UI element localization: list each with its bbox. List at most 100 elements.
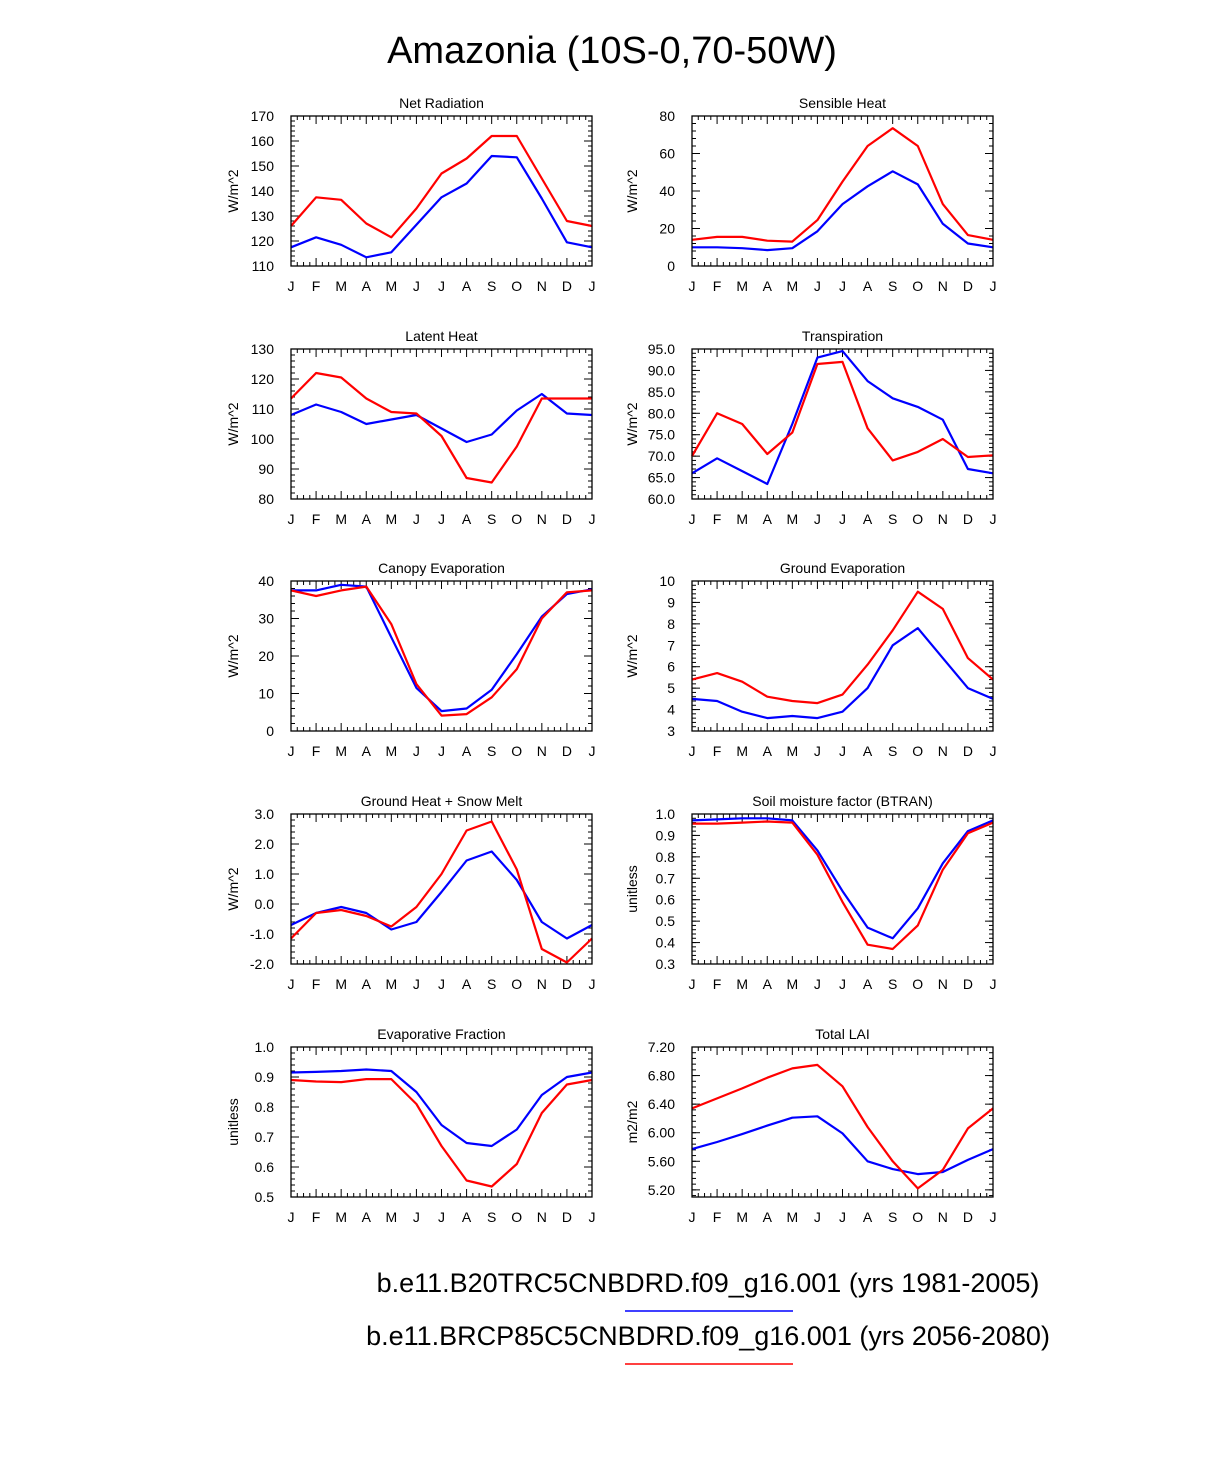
x-tick-label: M [335,1209,347,1225]
x-tick-label: O [511,743,522,759]
x-tick-label: A [462,743,472,759]
x-tick-label: D [963,743,973,759]
x-tick-label: F [312,278,321,294]
y-tick-label: 0.6 [255,1159,275,1175]
x-tick-label: F [713,743,722,759]
x-tick-label: O [912,278,923,294]
x-tick-label: M [385,511,397,527]
series-line-2056-2080 [290,820,593,964]
x-tick-label: S [487,278,496,294]
y-tick-label: 7 [667,637,675,653]
x-tick-label: M [786,1209,798,1225]
series-line-2056-2080 [691,127,994,243]
x-tick-label: J [839,743,846,759]
x-tick-label: N [938,743,948,759]
x-tick-label: M [736,1209,748,1225]
panel-title: Total LAI [815,1026,869,1042]
x-tick-label: F [312,976,321,992]
x-tick-label: A [863,976,873,992]
panel-ground-heat-snow-melt: J F M A M J J A S O N D J-2.0-1.00.01.02.03.0Ground … [225,793,596,992]
y-axis-label: unitless [624,865,640,912]
x-tick-label: O [511,1209,522,1225]
y-tick-label: 0.7 [656,870,676,886]
x-tick-label: D [963,278,973,294]
plot-frame [290,115,593,267]
x-tick-label: D [963,976,973,992]
x-tick-label: A [362,743,372,759]
series-line-2056-2080 [691,590,994,705]
x-tick-label: M [786,511,798,527]
series-line-2056-2080 [290,1077,593,1188]
plot-frame [691,348,994,500]
x-tick-label: J [689,1209,696,1225]
x-tick-label: D [562,511,572,527]
y-tick-label: 120 [251,233,275,249]
y-tick-label: 20 [659,221,675,237]
y-tick-label: 5.20 [648,1182,675,1198]
series-line-1981-2005 [291,583,593,713]
y-tick-label: 5 [667,680,675,696]
y-tick-label: 65.0 [648,470,675,486]
panel-title: Ground Evaporation [780,560,905,576]
series-line-2056-2080 [691,360,994,462]
series-line-1981-2005 [691,1115,994,1176]
y-tick-label: 40 [659,183,675,199]
y-tick-label: 0.8 [656,849,676,865]
x-tick-label: O [912,511,923,527]
y-tick-label: 6.00 [648,1125,675,1141]
x-tick-label: J [990,511,997,527]
x-tick-label: J [990,1209,997,1225]
series-line-1981-2005 [691,350,994,486]
series-line-1981-2005 [691,626,994,720]
x-tick-label: J [689,976,696,992]
y-tick-label: 120 [251,371,275,387]
y-axis-label: W/m^2 [624,634,640,677]
x-tick-label: O [912,1209,923,1225]
panel-total-lai: J F M A M J J A S O N D J5.205.606.006.406.807.20Tot… [624,1026,997,1225]
x-tick-label: O [912,743,923,759]
series-line-1981-2005 [290,1068,593,1148]
y-tick-label: 0.9 [656,827,676,843]
x-tick-label: N [537,1209,547,1225]
y-tick-label: 110 [252,258,275,274]
panel-transpiration: J F M A M J J A S O N D J60.065.070.075.080.085.090.… [624,328,997,527]
series-line-2056-2080 [290,371,592,484]
y-tick-label: 10 [258,686,274,702]
x-tick-label: J [438,743,445,759]
y-tick-label: 75.0 [648,427,675,443]
x-tick-label: N [938,278,948,294]
x-tick-label: J [689,278,696,294]
x-tick-label: M [385,976,397,992]
x-tick-label: M [736,278,748,294]
legend-label-future: b.e11.BRCP85C5CNBDRD.f09_g16.001 (yrs 20… [366,1321,1050,1351]
y-axis-label: m2/m2 [624,1100,640,1143]
y-tick-label: 3.0 [255,806,275,822]
panel-title: Soil moisture factor (BTRAN) [752,793,932,809]
y-tick-label: 10 [659,573,675,589]
x-tick-label: M [736,511,748,527]
x-tick-label: S [888,743,897,759]
y-tick-label: 85.0 [648,384,675,400]
y-tick-label: 140 [251,183,275,199]
plot-frame [290,580,593,732]
x-tick-label: F [713,1209,722,1225]
plot-frame [691,115,994,267]
x-tick-label: A [863,511,873,527]
y-tick-label: 1.0 [255,1039,275,1055]
y-axis-label: W/m^2 [624,169,640,212]
plot-frame [691,1046,994,1198]
x-tick-label: J [288,976,295,992]
y-tick-label: 80 [258,491,274,507]
x-tick-label: J [589,278,596,294]
y-tick-label: 0 [667,258,675,274]
x-tick-label: O [511,278,522,294]
x-tick-label: S [888,278,897,294]
x-tick-label: J [839,278,846,294]
y-axis-label: W/m^2 [225,867,241,910]
panel-evaporative-fraction: J F M A M J J A S O N D J0.50.60.70.80.91.0Evaporati… [225,1026,596,1225]
y-tick-label: 20 [258,648,274,664]
